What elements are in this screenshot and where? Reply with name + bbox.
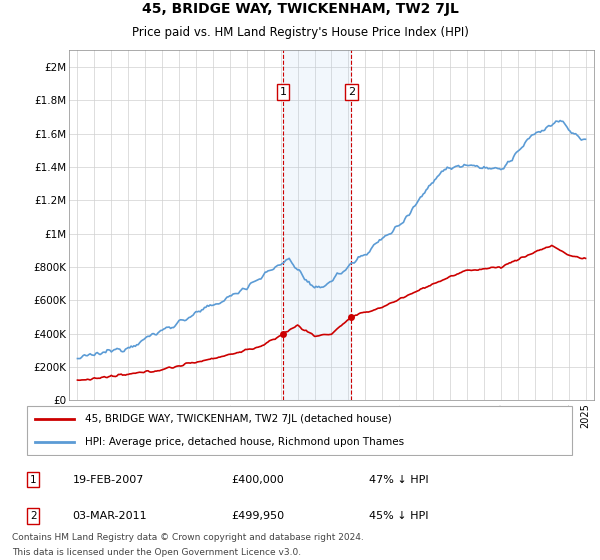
Text: £400,000: £400,000	[231, 475, 284, 484]
Text: Price paid vs. HM Land Registry's House Price Index (HPI): Price paid vs. HM Land Registry's House …	[131, 26, 469, 39]
FancyBboxPatch shape	[27, 407, 572, 455]
Text: This data is licensed under the Open Government Licence v3.0.: This data is licensed under the Open Gov…	[12, 548, 301, 557]
Text: Contains HM Land Registry data © Crown copyright and database right 2024.: Contains HM Land Registry data © Crown c…	[12, 533, 364, 542]
Bar	[283, 50, 352, 400]
Text: HPI: Average price, detached house, Richmond upon Thames: HPI: Average price, detached house, Rich…	[85, 437, 404, 447]
Text: 45, BRIDGE WAY, TWICKENHAM, TW2 7JL (detached house): 45, BRIDGE WAY, TWICKENHAM, TW2 7JL (det…	[85, 414, 391, 424]
Text: 2: 2	[348, 87, 355, 97]
Text: 45% ↓ HPI: 45% ↓ HPI	[369, 511, 428, 521]
Text: 1: 1	[30, 475, 37, 484]
Text: 47% ↓ HPI: 47% ↓ HPI	[369, 475, 429, 484]
Text: 19-FEB-2007: 19-FEB-2007	[73, 475, 144, 484]
Text: 03-MAR-2011: 03-MAR-2011	[73, 511, 147, 521]
Text: £499,950: £499,950	[231, 511, 284, 521]
Text: 45, BRIDGE WAY, TWICKENHAM, TW2 7JL: 45, BRIDGE WAY, TWICKENHAM, TW2 7JL	[142, 2, 458, 16]
Text: 1: 1	[280, 87, 286, 97]
Text: 2: 2	[30, 511, 37, 521]
